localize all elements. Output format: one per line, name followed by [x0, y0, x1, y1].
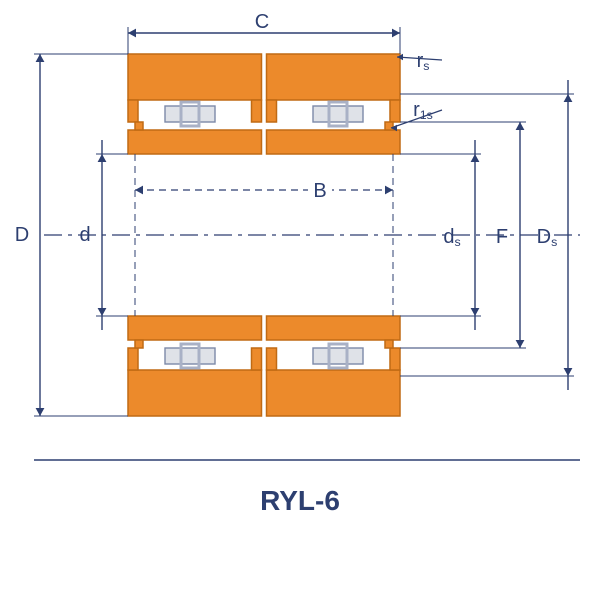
svg-text:B: B — [313, 180, 326, 202]
svg-text:F: F — [496, 226, 508, 248]
svg-text:C: C — [255, 11, 269, 33]
svg-text:RYL-6: RYL-6 — [260, 485, 340, 516]
svg-text:d: d — [79, 224, 90, 246]
bearing-diagram: DdCBrsr1sdsFDsCBRYL-6 — [0, 0, 600, 600]
svg-text:D: D — [15, 224, 29, 246]
